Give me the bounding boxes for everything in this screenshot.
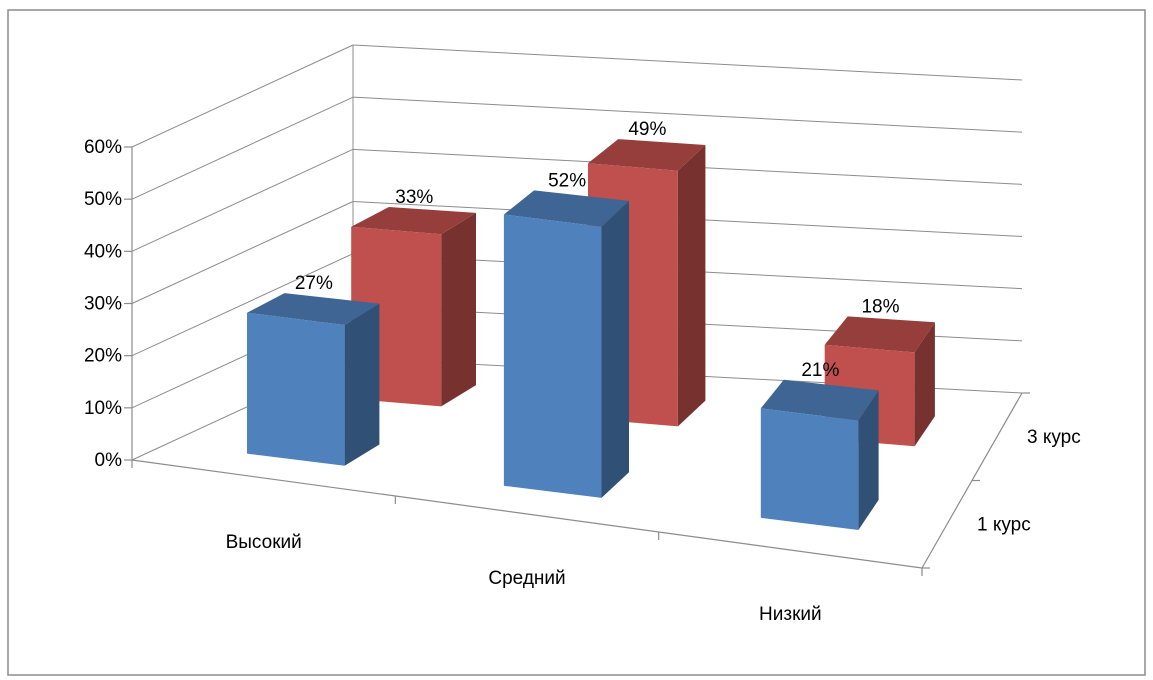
bar-top-face [824, 316, 935, 353]
chart-axes: 0% 10% 20% 30% 40% 50% 60% [84, 45, 1030, 576]
x-axis-line [131, 459, 923, 569]
bar-side-face [601, 200, 629, 498]
bar-side-face [858, 390, 879, 530]
data-label: 52% [548, 170, 586, 191]
category-label: Низкий [759, 604, 822, 625]
bar-top-face [351, 207, 476, 235]
bar-front-face [247, 312, 345, 466]
chart-bars [247, 139, 935, 530]
gridline-side [131, 96, 354, 200]
gridline-back [352, 44, 1023, 81]
y-tick-label: 20% [84, 346, 122, 367]
bar-top-face [247, 293, 380, 325]
y-tick-label: 60% [84, 137, 122, 158]
gridline-side [131, 44, 354, 148]
y-tick-label: 50% [84, 189, 122, 210]
chart-labels: Высокий Средний Низкий 1 курс 3 курс 33% 49% 18… [226, 119, 1081, 625]
bar-series1-2 [503, 190, 629, 498]
bar-series1-1 [247, 293, 380, 466]
category-label: Высокий [226, 532, 302, 553]
category-label: Средний [488, 568, 565, 589]
bar-side-face [914, 322, 935, 447]
bar-top-face [503, 190, 629, 227]
series-axis-label: 1 курс [977, 514, 1031, 535]
bar-side-face [441, 212, 476, 407]
bar-top-face [588, 139, 706, 171]
bar-front-face [760, 408, 859, 530]
data-label: 21% [801, 360, 839, 381]
y-tick-label: 10% [84, 398, 122, 419]
series-axis-label: 3 курс [1027, 427, 1081, 448]
bar-top-face [760, 379, 879, 421]
gridline-side [131, 253, 354, 357]
bar-series2-3 [824, 316, 935, 447]
data-label: 27% [295, 273, 333, 294]
data-label: 18% [861, 296, 899, 317]
gridline-back [352, 96, 1023, 133]
gridline-side [131, 148, 354, 252]
data-label: 49% [628, 119, 666, 140]
data-label: 33% [395, 187, 433, 208]
gridline-side [131, 201, 354, 304]
bar-side-face [344, 303, 380, 466]
y-tick-label: 40% [84, 241, 122, 262]
y-tick-label: 0% [95, 450, 123, 471]
bar-series1-3 [760, 379, 879, 530]
bar-side-face [677, 145, 706, 427]
y-tick-label: 30% [84, 294, 122, 315]
bar-front-face [503, 214, 602, 498]
